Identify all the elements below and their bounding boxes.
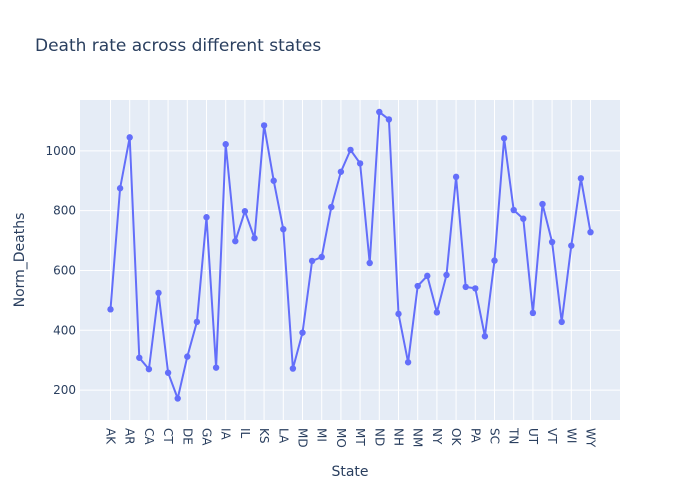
- x-tick-label: CA: [142, 428, 156, 445]
- data-point[interactable]: [443, 271, 450, 279]
- data-point[interactable]: [289, 365, 297, 372]
- x-tick-label: NY: [430, 428, 444, 445]
- x-tick-label: VT: [545, 428, 559, 444]
- y-tick-label: 600: [53, 263, 76, 277]
- data-point[interactable]: [203, 214, 210, 221]
- data-point[interactable]: [539, 200, 546, 208]
- y-axis-ticks: 200 400 600 800 1000: [45, 144, 76, 397]
- x-tick-label: WY: [584, 428, 598, 448]
- x-tick-label: LA: [276, 428, 290, 444]
- data-point[interactable]: [299, 329, 306, 336]
- data-point[interactable]: [318, 253, 325, 261]
- y-axis-title: Norm_Deaths: [12, 213, 28, 308]
- data-point[interactable]: [577, 175, 585, 182]
- data-point[interactable]: [472, 285, 479, 292]
- data-point[interactable]: [270, 177, 277, 184]
- data-point[interactable]: [520, 215, 527, 222]
- data-point[interactable]: [347, 146, 354, 154]
- data-point[interactable]: [500, 135, 508, 142]
- y-tick-label: 1000: [45, 144, 76, 158]
- data-point[interactable]: [126, 134, 133, 141]
- data-point[interactable]: [193, 318, 201, 326]
- data-point[interactable]: [337, 168, 345, 175]
- x-tick-label: MD: [296, 428, 310, 448]
- x-axis-title: State: [331, 464, 368, 480]
- x-tick-label: MO: [334, 428, 348, 448]
- data-point[interactable]: [136, 354, 143, 361]
- x-tick-label: UT: [526, 428, 540, 445]
- y-tick-label: 400: [53, 323, 76, 337]
- x-tick-label: NM: [411, 428, 425, 447]
- data-point[interactable]: [529, 309, 537, 317]
- data-point[interactable]: [116, 185, 124, 192]
- x-tick-label: IL: [238, 428, 252, 439]
- x-tick-label: AR: [123, 428, 137, 445]
- data-point[interactable]: [510, 206, 517, 214]
- x-tick-label: MI: [315, 428, 329, 442]
- data-point[interactable]: [164, 369, 172, 376]
- data-point[interactable]: [568, 242, 575, 249]
- data-point[interactable]: [222, 141, 229, 148]
- x-tick-label: GA: [200, 428, 214, 446]
- x-tick-label: DE: [180, 428, 194, 445]
- x-tick-label: AK: [104, 428, 118, 445]
- chart-title: Death rate across different states: [35, 36, 321, 56]
- gridlines: [80, 100, 620, 420]
- data-point[interactable]: [481, 333, 489, 340]
- data-point[interactable]: [462, 283, 469, 291]
- data-point[interactable]: [145, 365, 153, 373]
- data-point[interactable]: [385, 116, 393, 123]
- data-point[interactable]: [452, 173, 460, 181]
- data-point[interactable]: [558, 318, 565, 326]
- data-point[interactable]: [424, 272, 431, 280]
- x-tick-label: SC: [488, 428, 502, 444]
- data-point[interactable]: [395, 310, 402, 318]
- data-point[interactable]: [308, 257, 316, 265]
- y-tick-label: 200: [53, 383, 76, 397]
- data-point[interactable]: [260, 122, 268, 129]
- data-point[interactable]: [232, 237, 239, 245]
- data-point[interactable]: [174, 395, 181, 402]
- data-point[interactable]: [491, 257, 498, 264]
- data-point[interactable]: [241, 208, 249, 215]
- data-point[interactable]: [376, 108, 383, 116]
- data-point[interactable]: [212, 364, 220, 371]
- data-point[interactable]: [433, 309, 441, 316]
- data-point[interactable]: [366, 259, 373, 267]
- data-point[interactable]: [548, 238, 556, 246]
- data-point[interactable]: [587, 228, 594, 236]
- x-tick-label: KS: [257, 428, 271, 444]
- x-tick-label: IA: [219, 428, 233, 441]
- data-point[interactable]: [356, 160, 364, 167]
- x-tick-label: NH: [392, 428, 406, 446]
- data-point[interactable]: [184, 353, 191, 360]
- data-point[interactable]: [107, 306, 114, 313]
- data-point[interactable]: [280, 225, 287, 233]
- x-tick-label: TN: [507, 427, 521, 444]
- data-point[interactable]: [414, 282, 421, 290]
- x-axis-ticks: AK AR CA CT DE GA IA IL KS LA MD MI MO MT ND NH NM NY OK PA…: [104, 427, 598, 448]
- x-tick-label: PA: [468, 428, 482, 443]
- data-point[interactable]: [328, 203, 335, 211]
- data-point[interactable]: [251, 234, 258, 242]
- x-tick-label: OK: [449, 428, 463, 446]
- x-tick-label: CT: [161, 428, 175, 444]
- series-markers: [107, 108, 594, 402]
- x-tick-label: MT: [353, 428, 367, 446]
- data-point[interactable]: [404, 359, 412, 366]
- data-point[interactable]: [155, 289, 162, 297]
- x-tick-label: ND: [372, 428, 386, 446]
- x-tick-label: WI: [564, 428, 578, 443]
- y-tick-label: 800: [53, 204, 76, 218]
